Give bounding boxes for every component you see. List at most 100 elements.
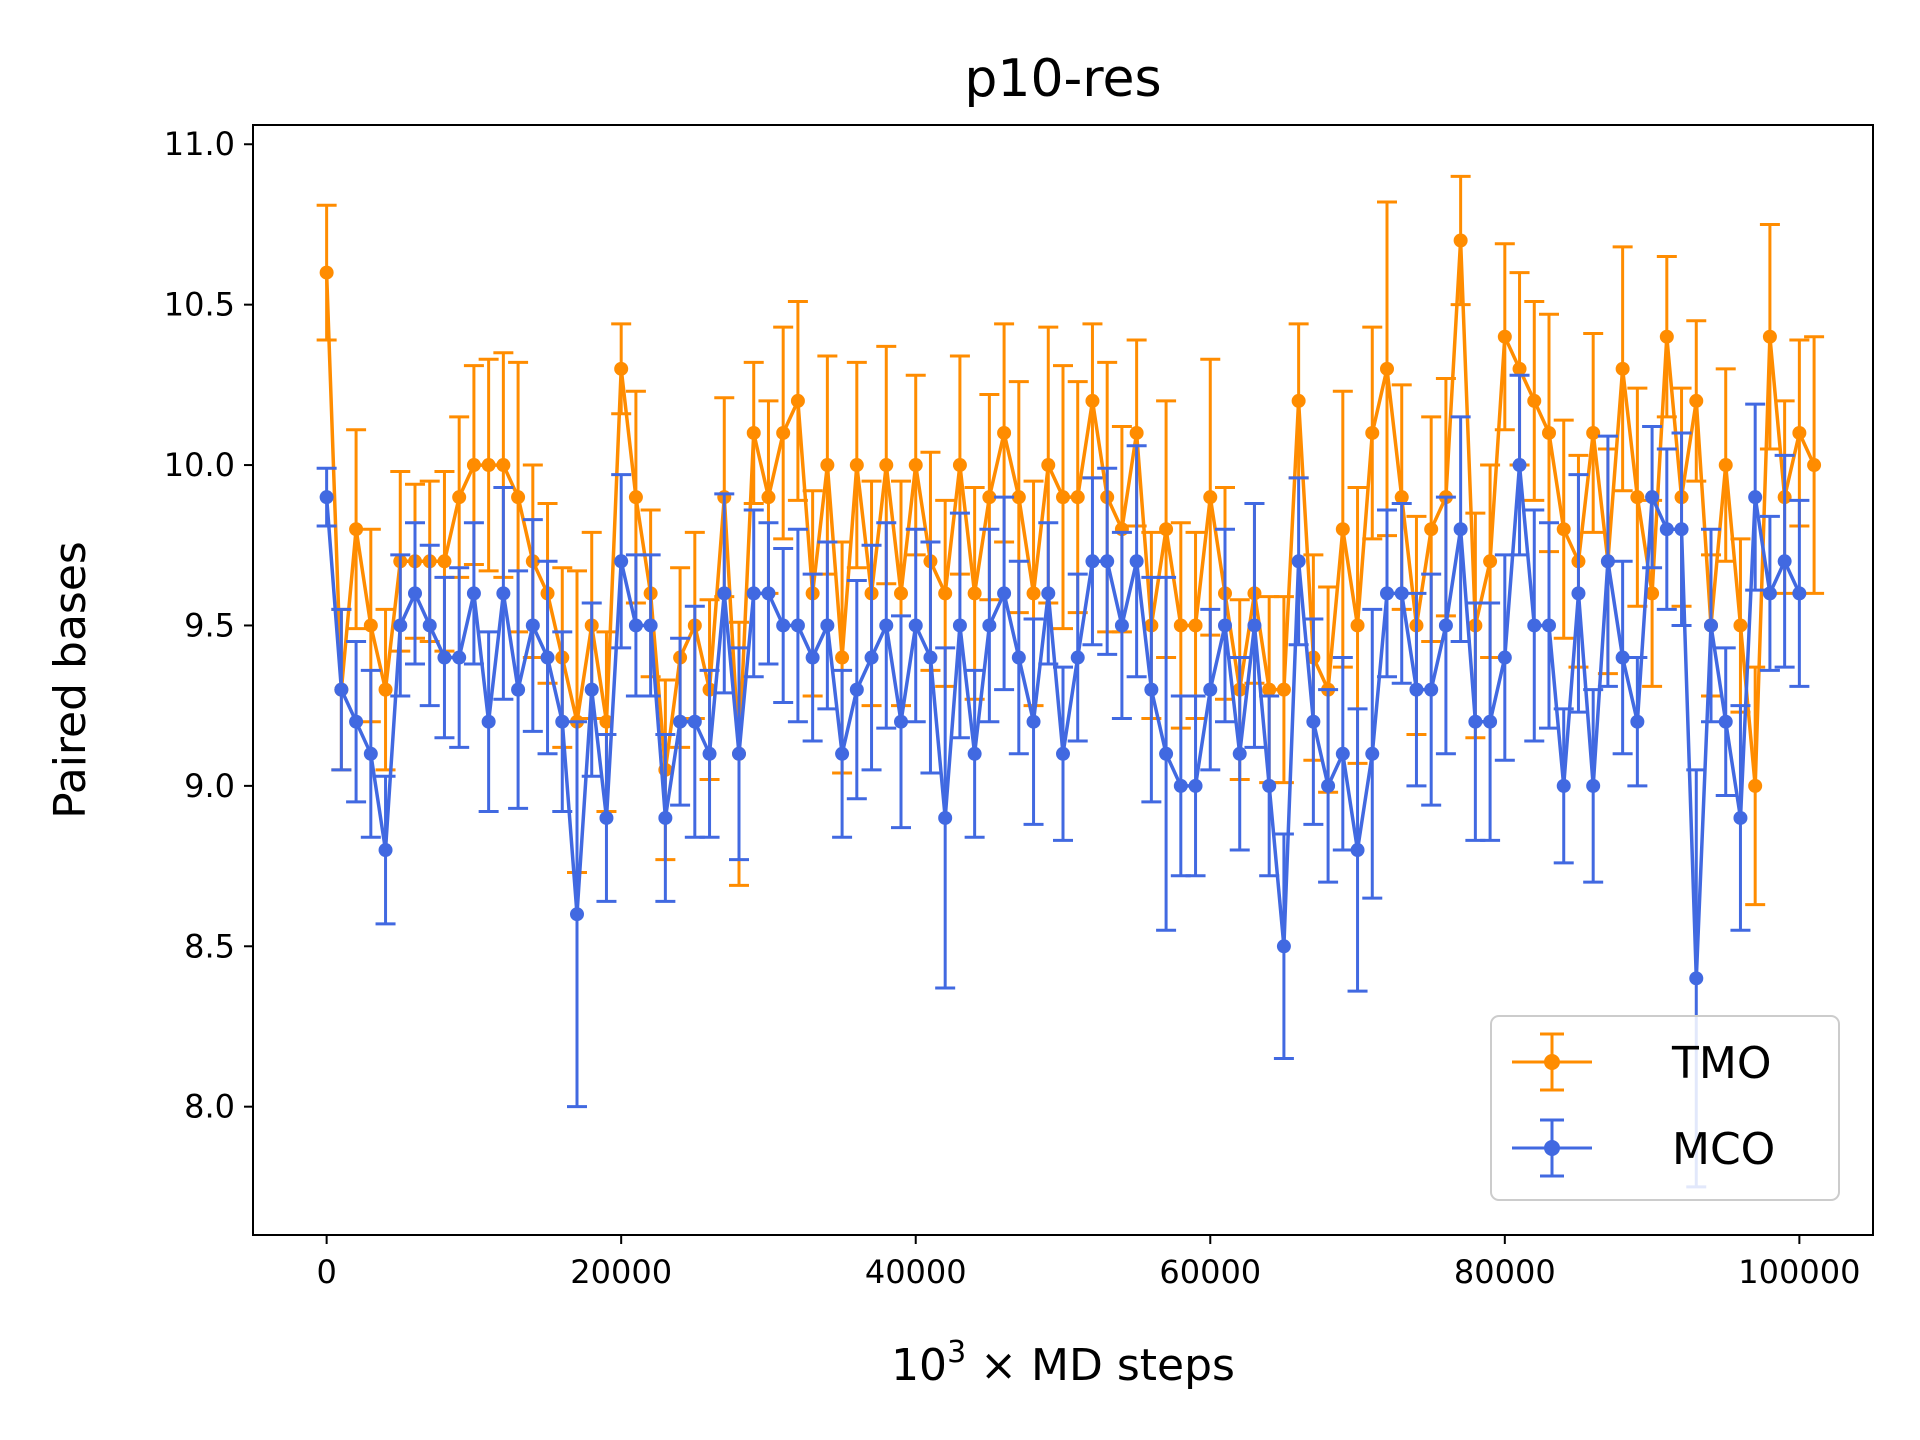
data-point-tmo <box>511 490 526 505</box>
data-point-mco <box>1704 618 1718 633</box>
data-point-tmo <box>938 586 953 601</box>
data-point-mco <box>1630 714 1645 729</box>
data-point-mco <box>393 618 408 633</box>
data-point-mco <box>511 682 526 697</box>
data-point-tmo <box>1011 490 1026 505</box>
data-point-mco <box>437 650 452 665</box>
data-point-mco <box>525 618 540 633</box>
data-point-tmo <box>952 458 967 473</box>
x-tick-label: 100000 <box>1738 1253 1860 1291</box>
data-point-tmo <box>1792 425 1807 440</box>
y-tick-label: 9.5 <box>184 606 235 644</box>
data-point-mco <box>1483 714 1498 729</box>
legend: TMO MCO <box>1490 1015 1840 1201</box>
data-point-tmo <box>1542 425 1556 440</box>
data-point-tmo <box>1394 490 1409 505</box>
data-point-tmo <box>1807 458 1822 473</box>
data-point-mco <box>1424 682 1439 697</box>
data-point-mco <box>1497 650 1512 665</box>
data-point-tmo <box>1276 682 1291 697</box>
data-point-mco <box>555 714 570 729</box>
data-point-mco <box>1380 586 1394 601</box>
data-point-mco <box>673 714 688 729</box>
data-point-mco <box>1556 778 1571 793</box>
data-point-tmo <box>761 490 776 505</box>
data-point-tmo <box>1527 393 1542 408</box>
data-point-mco <box>1527 618 1542 633</box>
x-tick-label: 20000 <box>570 1253 672 1291</box>
data-point-tmo <box>481 458 496 473</box>
data-point-tmo <box>378 682 393 697</box>
data-point-mco <box>614 554 629 569</box>
data-point-tmo <box>363 618 378 633</box>
data-point-mco <box>1350 843 1365 858</box>
data-point-mco <box>1291 554 1306 569</box>
ticks-layer: 0 20000 40000 60000 80000 100000 8.0 8.5 9.0 9.5 1… <box>164 125 1861 1291</box>
x-tick-label: 40000 <box>865 1253 967 1291</box>
data-point-tmo <box>1512 361 1527 376</box>
data-point-mco <box>422 618 437 633</box>
data-point-mco <box>599 810 614 825</box>
data-point-mco <box>452 650 467 665</box>
data-point-tmo <box>1718 458 1733 473</box>
data-point-tmo <box>1615 361 1630 376</box>
legend-frame <box>1490 1015 1840 1201</box>
data-point-tmo <box>894 586 908 601</box>
data-point-tmo <box>628 490 643 505</box>
data-point-mco <box>1144 682 1159 697</box>
x-axis-label-exponent: 3 <box>947 1335 966 1370</box>
data-point-mco <box>761 586 776 601</box>
data-point-tmo <box>1380 361 1394 376</box>
data-point-mco <box>1659 522 1674 537</box>
data-point-mco <box>1056 746 1070 761</box>
data-point-mco <box>1011 650 1026 665</box>
data-point-mco <box>1085 554 1100 569</box>
y-tick-label: 11.0 <box>164 125 235 163</box>
data-point-tmo <box>1645 586 1660 601</box>
data-point-tmo <box>849 458 864 473</box>
data-point-tmo <box>1733 618 1748 633</box>
data-point-tmo <box>1335 522 1350 537</box>
data-point-mco <box>938 810 953 825</box>
data-point-tmo <box>1689 393 1704 408</box>
data-point-tmo <box>1203 490 1218 505</box>
data-point-mco <box>1203 682 1218 697</box>
data-point-tmo <box>319 265 334 280</box>
data-point-tmo <box>835 650 850 665</box>
data-point-mco <box>643 618 658 633</box>
data-point-mco <box>790 618 805 633</box>
data-point-mco <box>1777 554 1792 569</box>
data-point-mco <box>1129 554 1144 569</box>
x-axis-label-rest: × MD steps <box>966 1340 1235 1391</box>
data-point-tmo <box>1173 618 1188 633</box>
data-point-mco <box>481 714 496 729</box>
data-point-tmo <box>599 714 614 729</box>
data-point-tmo <box>1556 522 1571 537</box>
data-point-tmo <box>1659 329 1674 344</box>
data-point-tmo <box>452 490 467 505</box>
data-point-mco <box>1748 490 1763 505</box>
data-point-tmo <box>1129 425 1144 440</box>
data-point-tmo <box>1453 233 1468 248</box>
data-point-mco <box>1453 522 1468 537</box>
data-point-mco <box>1218 618 1232 633</box>
data-point-mco <box>997 586 1012 601</box>
data-point-mco <box>1571 586 1586 601</box>
data-point-mco <box>1232 746 1247 761</box>
data-point-tmo <box>1159 522 1174 537</box>
data-point-tmo <box>1041 458 1056 473</box>
data-point-tmo <box>1188 618 1203 633</box>
data-point-mco <box>1512 458 1527 473</box>
axes-frame <box>252 124 1874 1236</box>
data-point-tmo <box>1762 329 1777 344</box>
data-point-mco <box>1600 554 1615 569</box>
data-point-mco <box>805 650 820 665</box>
x-tick-label: 80000 <box>1454 1253 1556 1291</box>
x-axis-label-base: 10 <box>891 1340 947 1391</box>
data-point-mco <box>1718 714 1733 729</box>
data-point-mco <box>1173 778 1188 793</box>
legend-label-tmo: TMO <box>1671 1038 1771 1089</box>
data-point-mco <box>1100 554 1115 569</box>
data-point-mco <box>702 746 717 761</box>
